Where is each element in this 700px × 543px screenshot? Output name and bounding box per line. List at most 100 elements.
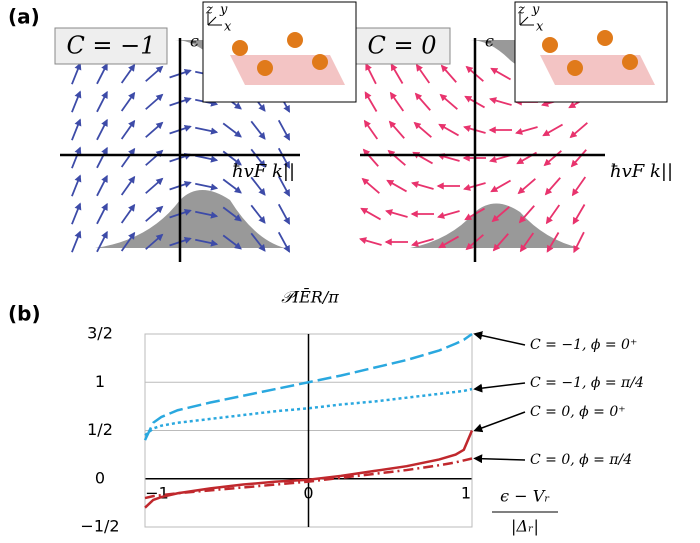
- spin-arrow: [195, 184, 217, 188]
- spin-arrow: [97, 120, 107, 140]
- spin-arrow: [389, 151, 406, 165]
- spin-arrow: [361, 209, 380, 220]
- spin-arrow: [146, 95, 163, 109]
- spin-arrow: [386, 211, 407, 217]
- inset-axis-label: y: [531, 3, 540, 18]
- spin-arrow: [72, 120, 80, 140]
- inset-axis-label: z: [517, 3, 525, 18]
- y-tick-label: 0: [95, 468, 105, 487]
- spin-arrow: [571, 123, 588, 137]
- band: [410, 204, 580, 249]
- axis-label: ħvF k||: [610, 161, 673, 182]
- spin-arrow: [251, 121, 264, 138]
- spin-arrow: [195, 156, 217, 160]
- spin-arrow: [195, 128, 217, 132]
- spin-arrow: [72, 92, 80, 112]
- x-tick-label: 0: [303, 484, 313, 503]
- spin-arrow: [543, 125, 562, 136]
- axis-label: ϵ: [485, 32, 494, 51]
- spin-arrow: [415, 123, 432, 137]
- legend-arrow: [475, 383, 525, 389]
- spin-arrow: [416, 94, 430, 111]
- spin-arrow: [122, 93, 135, 111]
- y-axis-title: 𝒫IĒR/π: [281, 287, 339, 307]
- y-tick-label: −1/2: [80, 517, 119, 536]
- spin-arrow: [574, 232, 584, 252]
- spin-arrow: [438, 211, 459, 217]
- spin-arrow: [491, 69, 510, 80]
- spin-arrow: [146, 123, 163, 137]
- spin-arrow: [122, 177, 135, 195]
- spin-arrow: [519, 179, 536, 193]
- spin-arrow: [122, 205, 135, 223]
- spin-arrow: [573, 177, 586, 195]
- spin-arrow: [251, 205, 264, 222]
- spin-arrow: [546, 178, 560, 195]
- spin-arrow: [146, 207, 163, 221]
- spin-arrow: [146, 179, 163, 193]
- spin-arrow: [363, 179, 380, 193]
- spin-arrow: [412, 183, 433, 189]
- spin-arrow: [279, 204, 290, 223]
- spin-arrow: [72, 64, 80, 84]
- chern-label: C = 0: [368, 32, 437, 60]
- legend-label: C = −1, ϕ = 0⁺: [530, 337, 637, 353]
- axis-label: ħvF k||: [232, 161, 295, 182]
- y-tick-label: 3/2: [87, 324, 113, 343]
- legend-arrow: [475, 334, 525, 345]
- spin-arrow: [223, 123, 241, 136]
- y-tick-label: 1: [95, 372, 105, 391]
- spin-arrow: [97, 232, 107, 252]
- spin-arrow: [122, 149, 135, 167]
- spin-arrow: [366, 64, 376, 84]
- spin-arrow: [97, 92, 107, 112]
- spin-arrow: [545, 151, 562, 165]
- spin-arrow: [279, 232, 290, 251]
- inset-axis-label: x: [224, 20, 232, 35]
- spin-arrow: [390, 122, 404, 139]
- chern-label: C = −1: [66, 32, 155, 60]
- spin-arrow: [146, 67, 163, 81]
- inset-axis-label: y: [219, 3, 228, 18]
- spin-arrow: [365, 121, 378, 139]
- panel-label: (b): [8, 302, 41, 326]
- spin-arrow: [97, 148, 107, 168]
- spin-arrow: [547, 205, 560, 223]
- spin-arrow: [364, 150, 378, 167]
- spin-arrow: [387, 181, 406, 192]
- x-tick-label: 1: [461, 484, 471, 503]
- spin-arrow: [391, 64, 402, 83]
- panel-label: (a): [8, 5, 40, 29]
- legend-label: C = 0, ϕ = π/4: [530, 452, 632, 468]
- spin-arrow: [491, 181, 510, 192]
- spin-arrow: [490, 99, 511, 105]
- spin-arrow: [122, 65, 135, 83]
- spin-arrow: [441, 95, 458, 109]
- x-axis-title: |Δᵣ|: [511, 517, 539, 536]
- legend-label: C = −1, ϕ = π/4: [530, 375, 644, 391]
- spin-arrow: [516, 127, 537, 133]
- spin-arrow: [442, 66, 456, 83]
- spin-arrow: [97, 64, 107, 84]
- spin-arrow: [122, 121, 135, 139]
- spin-arrow: [439, 125, 458, 136]
- spin-arrow: [573, 204, 584, 223]
- x-axis-title: ϵ − Vᵣ: [500, 487, 550, 506]
- y-tick-label: 1/2: [87, 420, 113, 439]
- axis-label: ϵ: [190, 32, 199, 51]
- spin-arrow: [97, 204, 107, 224]
- spin-arrow: [72, 176, 80, 196]
- legend-arrow: [475, 412, 525, 431]
- spin-arrow: [72, 148, 80, 168]
- legend-label: C = 0, ϕ = 0⁺: [530, 404, 626, 420]
- spin-arrow: [146, 151, 163, 165]
- spin-arrow: [365, 92, 376, 111]
- spin-arrow: [97, 176, 107, 196]
- spin-arrow: [417, 65, 430, 83]
- inset-axis-label: z: [205, 3, 213, 18]
- legend-arrow: [475, 458, 525, 460]
- spin-arrow: [279, 120, 290, 139]
- inset-axis-label: x: [536, 20, 544, 35]
- spin-arrow: [72, 204, 80, 224]
- spin-arrow: [572, 150, 586, 167]
